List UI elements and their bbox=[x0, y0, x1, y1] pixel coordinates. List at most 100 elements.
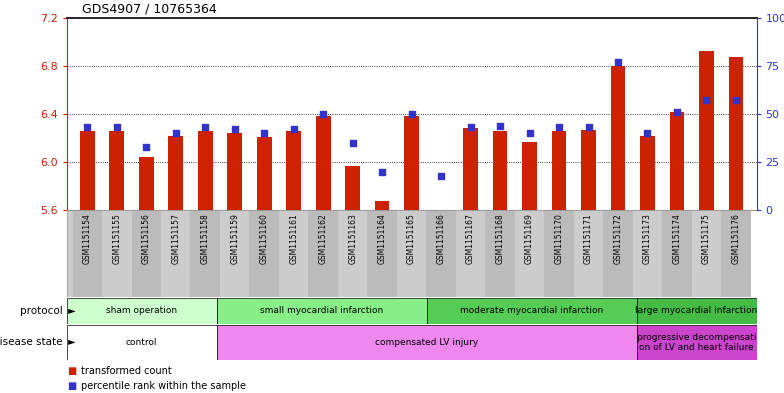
Point bbox=[111, 124, 123, 130]
Bar bbox=[456, 210, 485, 297]
Bar bbox=[544, 210, 574, 297]
Text: GSM1151163: GSM1151163 bbox=[348, 213, 358, 264]
Point bbox=[523, 130, 535, 136]
Bar bbox=[603, 210, 633, 297]
Bar bbox=[728, 57, 743, 210]
Text: progressive decompensati
on of LV and heart failure: progressive decompensati on of LV and he… bbox=[637, 332, 757, 352]
Bar bbox=[426, 298, 637, 324]
Text: GSM1151171: GSM1151171 bbox=[584, 213, 593, 264]
Text: GSM1151154: GSM1151154 bbox=[83, 213, 92, 264]
Bar bbox=[216, 298, 426, 324]
Bar bbox=[368, 210, 397, 297]
Bar bbox=[633, 210, 662, 297]
Text: GSM1151162: GSM1151162 bbox=[318, 213, 328, 264]
Bar bbox=[132, 210, 161, 297]
Bar bbox=[434, 210, 448, 214]
Bar bbox=[552, 131, 566, 210]
Bar bbox=[67, 325, 216, 360]
Bar bbox=[375, 200, 390, 210]
Bar bbox=[73, 210, 102, 297]
Text: large myocardial infarction: large myocardial infarction bbox=[636, 307, 757, 315]
Bar bbox=[139, 157, 154, 210]
Bar bbox=[397, 210, 426, 297]
Bar bbox=[279, 210, 308, 297]
Bar bbox=[611, 66, 626, 210]
Bar bbox=[161, 210, 191, 297]
Point bbox=[258, 130, 270, 136]
Point bbox=[199, 124, 212, 130]
Bar bbox=[227, 133, 242, 210]
Bar bbox=[67, 298, 216, 324]
Point bbox=[376, 169, 388, 175]
Text: GSM1151168: GSM1151168 bbox=[495, 213, 505, 264]
Point bbox=[494, 122, 506, 129]
Bar bbox=[515, 210, 544, 297]
Text: GSM1151172: GSM1151172 bbox=[614, 213, 622, 264]
Point bbox=[612, 59, 624, 65]
Text: GSM1151173: GSM1151173 bbox=[643, 213, 652, 264]
Bar bbox=[574, 210, 603, 297]
Text: sham operation: sham operation bbox=[106, 307, 177, 315]
Text: disease state: disease state bbox=[0, 337, 63, 347]
Bar bbox=[405, 116, 419, 210]
Bar bbox=[662, 210, 691, 297]
Bar bbox=[249, 210, 279, 297]
Point bbox=[700, 97, 713, 104]
Point bbox=[730, 97, 742, 104]
Bar bbox=[640, 136, 655, 210]
Bar bbox=[257, 137, 271, 210]
Text: GSM1151160: GSM1151160 bbox=[260, 213, 269, 264]
Bar bbox=[80, 131, 95, 210]
Bar bbox=[426, 210, 456, 297]
Point bbox=[583, 124, 595, 130]
Bar bbox=[198, 131, 212, 210]
Point bbox=[140, 143, 153, 150]
Bar bbox=[338, 210, 368, 297]
Bar bbox=[637, 325, 757, 360]
Text: ►: ► bbox=[65, 337, 76, 347]
Bar bbox=[345, 166, 360, 210]
Bar bbox=[492, 131, 507, 210]
Text: small myocardial infarction: small myocardial infarction bbox=[260, 307, 383, 315]
Text: ■: ■ bbox=[67, 366, 76, 376]
Text: transformed count: transformed count bbox=[81, 366, 172, 376]
Point bbox=[641, 130, 654, 136]
Text: GSM1151176: GSM1151176 bbox=[731, 213, 740, 264]
Bar bbox=[220, 210, 249, 297]
Point bbox=[435, 173, 448, 179]
Text: GSM1151165: GSM1151165 bbox=[407, 213, 416, 264]
Bar bbox=[699, 51, 713, 210]
Bar bbox=[102, 210, 132, 297]
Bar bbox=[191, 210, 220, 297]
Point bbox=[405, 111, 418, 117]
Point bbox=[553, 124, 565, 130]
Text: protocol: protocol bbox=[20, 306, 63, 316]
Point bbox=[81, 124, 93, 130]
Text: GSM1151166: GSM1151166 bbox=[437, 213, 445, 264]
Point bbox=[464, 124, 477, 130]
Text: GSM1151169: GSM1151169 bbox=[525, 213, 534, 264]
Text: ■: ■ bbox=[67, 381, 76, 391]
Point bbox=[169, 130, 182, 136]
Point bbox=[670, 109, 683, 115]
Point bbox=[317, 111, 329, 117]
Text: GSM1151164: GSM1151164 bbox=[378, 213, 387, 264]
Bar bbox=[286, 131, 301, 210]
Text: GSM1151161: GSM1151161 bbox=[289, 213, 298, 264]
Text: ►: ► bbox=[65, 306, 76, 316]
Bar bbox=[169, 136, 183, 210]
Text: GSM1151156: GSM1151156 bbox=[142, 213, 151, 264]
Text: moderate myocardial infarction: moderate myocardial infarction bbox=[460, 307, 603, 315]
Bar bbox=[670, 112, 684, 210]
Text: percentile rank within the sample: percentile rank within the sample bbox=[81, 381, 245, 391]
Bar bbox=[581, 130, 596, 210]
Point bbox=[288, 126, 300, 132]
Bar bbox=[522, 141, 537, 210]
Point bbox=[228, 126, 241, 132]
Bar bbox=[110, 131, 124, 210]
Text: GSM1151159: GSM1151159 bbox=[230, 213, 239, 264]
Text: control: control bbox=[126, 338, 158, 347]
Text: GSM1151175: GSM1151175 bbox=[702, 213, 711, 264]
Text: GSM1151155: GSM1151155 bbox=[112, 213, 122, 264]
Bar bbox=[485, 210, 515, 297]
